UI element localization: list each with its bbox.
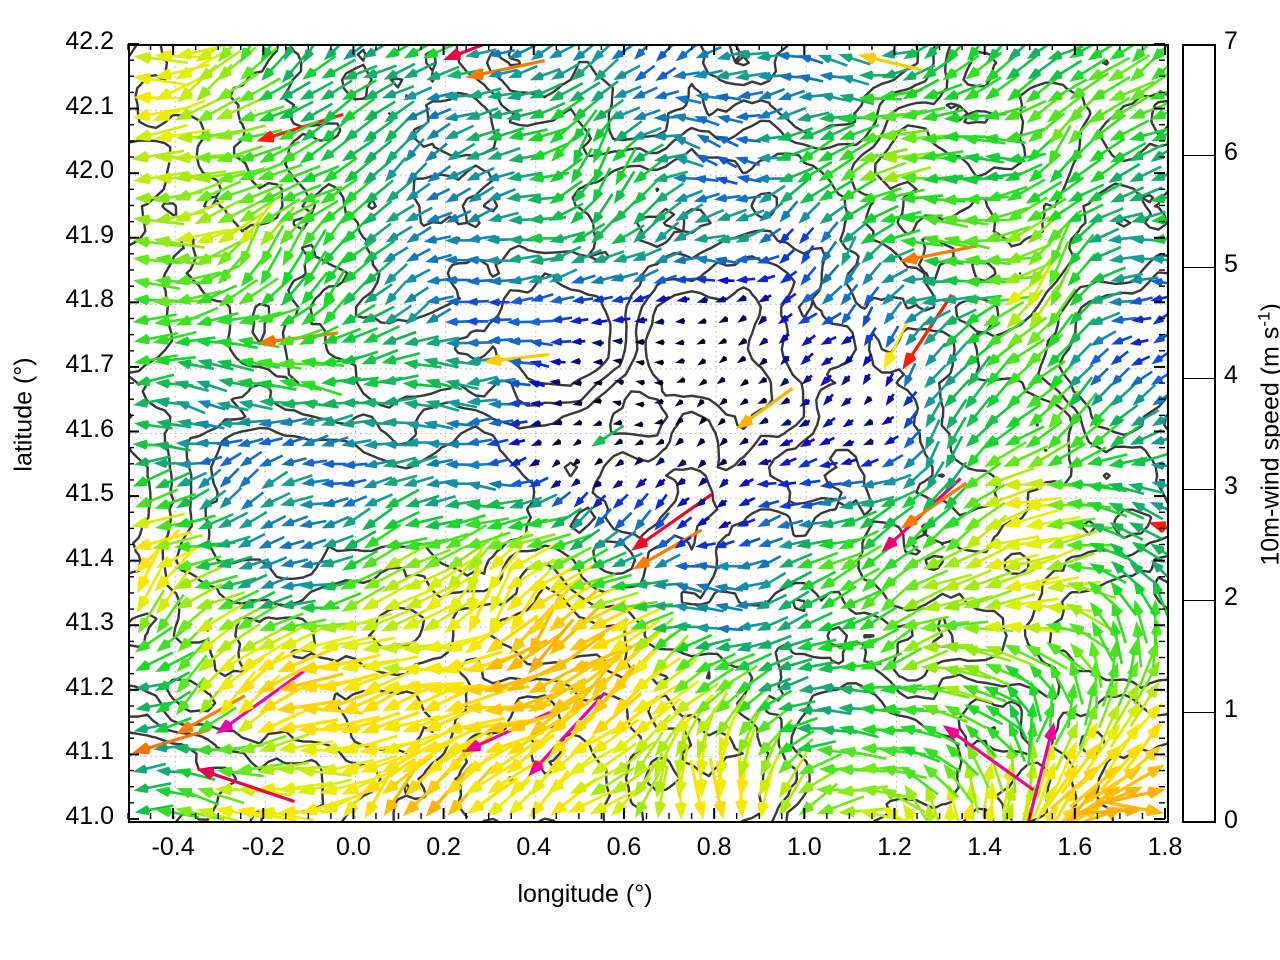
colorbar-tick-label: 3: [1224, 472, 1238, 501]
y-tick-label: 41.7: [65, 349, 114, 378]
colorbar: [1182, 44, 1216, 823]
colorbar-tick-label: 7: [1224, 27, 1238, 55]
colorbar-tick-label: 1: [1224, 694, 1238, 723]
x-tick-label: -0.4: [151, 833, 195, 861]
y-tick-label: 42.0: [65, 156, 114, 185]
colorbar-tick-label: 5: [1224, 249, 1238, 278]
y-tick-label: 41.2: [65, 672, 114, 701]
colorbar-tick: [1184, 377, 1214, 379]
x-tick-label: 0.8: [696, 833, 732, 861]
wind-arrows: [131, 46, 1167, 821]
colorbar-title-exponent: -1: [1254, 311, 1274, 327]
x-axis-title: longitude (°): [517, 880, 653, 908]
y-tick-label: 41.9: [65, 220, 114, 249]
x-tick-label: 0.0: [336, 833, 371, 861]
x-tick-label: 1.6: [1057, 833, 1093, 861]
x-tick-label: 1.0: [786, 833, 822, 861]
colorbar-tick-label: 4: [1224, 360, 1238, 389]
y-tick-label: 42.2: [65, 27, 114, 55]
y-tick-label: 41.5: [65, 479, 114, 508]
colorbar-tick-label: 2: [1224, 583, 1238, 612]
y-tick-label: 41.8: [65, 285, 114, 314]
colorbar-tick: [1184, 155, 1214, 157]
y-tick-label: 41.3: [65, 608, 114, 637]
x-tick-label: -0.2: [241, 833, 285, 861]
y-tick-label: 41.6: [65, 414, 114, 443]
x-tick-label: 1.2: [877, 833, 912, 861]
colorbar-title: 10m-wind speed (m s-1): [1254, 303, 1280, 566]
x-tick-label: 0.6: [606, 833, 642, 861]
x-tick-label: 1.4: [967, 833, 1003, 861]
y-tick-label: 41.4: [65, 543, 114, 572]
colorbar-title-text: 10m-wind speed (m s: [1256, 327, 1280, 566]
colorbar-title-tail: ): [1257, 303, 1280, 311]
colorbar-tick: [1184, 489, 1214, 491]
colorbar-tick: [1184, 711, 1214, 713]
y-tick-label: 41.0: [65, 802, 114, 830]
colorbar-tick: [1184, 600, 1214, 602]
plot-frame: [128, 44, 1169, 823]
y-axis-title: latitude (°): [9, 357, 38, 472]
colorbar-gradient: [1184, 46, 1214, 821]
x-tick-label: 0.4: [516, 833, 552, 861]
plot-area: [127, 43, 1169, 823]
vector-field-canvas: [130, 46, 1167, 821]
y-tick-label: 41.1: [65, 737, 114, 766]
colorbar-tick-label: 0: [1224, 806, 1238, 834]
x-tick-label: 1.8: [1147, 833, 1183, 861]
y-tick-label: 42.1: [65, 91, 114, 120]
colorbar-tick-label: 6: [1224, 138, 1238, 167]
x-tick-label: 0.2: [426, 833, 461, 861]
colorbar-tick: [1184, 266, 1214, 268]
